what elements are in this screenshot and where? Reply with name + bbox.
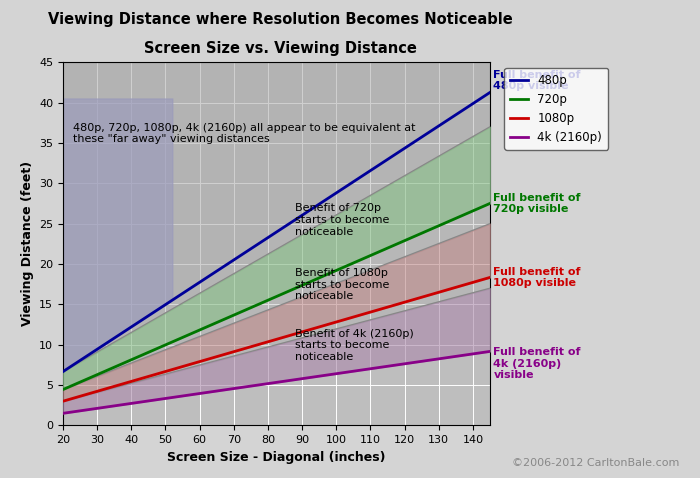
- Text: Benefit of 1080p
starts to become
noticeable: Benefit of 1080p starts to become notice…: [295, 268, 390, 301]
- Text: ©2006-2012 CarltonBale.com: ©2006-2012 CarltonBale.com: [512, 458, 679, 468]
- Legend: 480p, 720p, 1080p, 4k (2160p): 480p, 720p, 1080p, 4k (2160p): [505, 68, 608, 150]
- Text: Full benefit of
4k (2160p)
visible: Full benefit of 4k (2160p) visible: [494, 347, 581, 380]
- Text: Full benefit of
1080p visible: Full benefit of 1080p visible: [494, 267, 581, 288]
- Text: Benefit of 4k (2160p)
starts to become
noticeable: Benefit of 4k (2160p) starts to become n…: [295, 328, 414, 362]
- Text: Viewing Distance where Resolution Becomes Noticeable: Viewing Distance where Resolution Become…: [48, 12, 512, 27]
- Text: Screen Size vs. Viewing Distance: Screen Size vs. Viewing Distance: [144, 41, 416, 55]
- Text: Full benefit of
480p visible: Full benefit of 480p visible: [494, 69, 581, 91]
- Text: Benefit of 720p
starts to become
noticeable: Benefit of 720p starts to become noticea…: [295, 204, 390, 237]
- X-axis label: Screen Size - Diagonal (inches): Screen Size - Diagonal (inches): [167, 451, 386, 464]
- Text: Full benefit of
720p visible: Full benefit of 720p visible: [494, 193, 581, 214]
- Text: 480p, 720p, 1080p, 4k (2160p) all appear to be equivalent at
these "far away" vi: 480p, 720p, 1080p, 4k (2160p) all appear…: [74, 123, 416, 144]
- Y-axis label: Viewing Distance (feet): Viewing Distance (feet): [20, 161, 34, 326]
